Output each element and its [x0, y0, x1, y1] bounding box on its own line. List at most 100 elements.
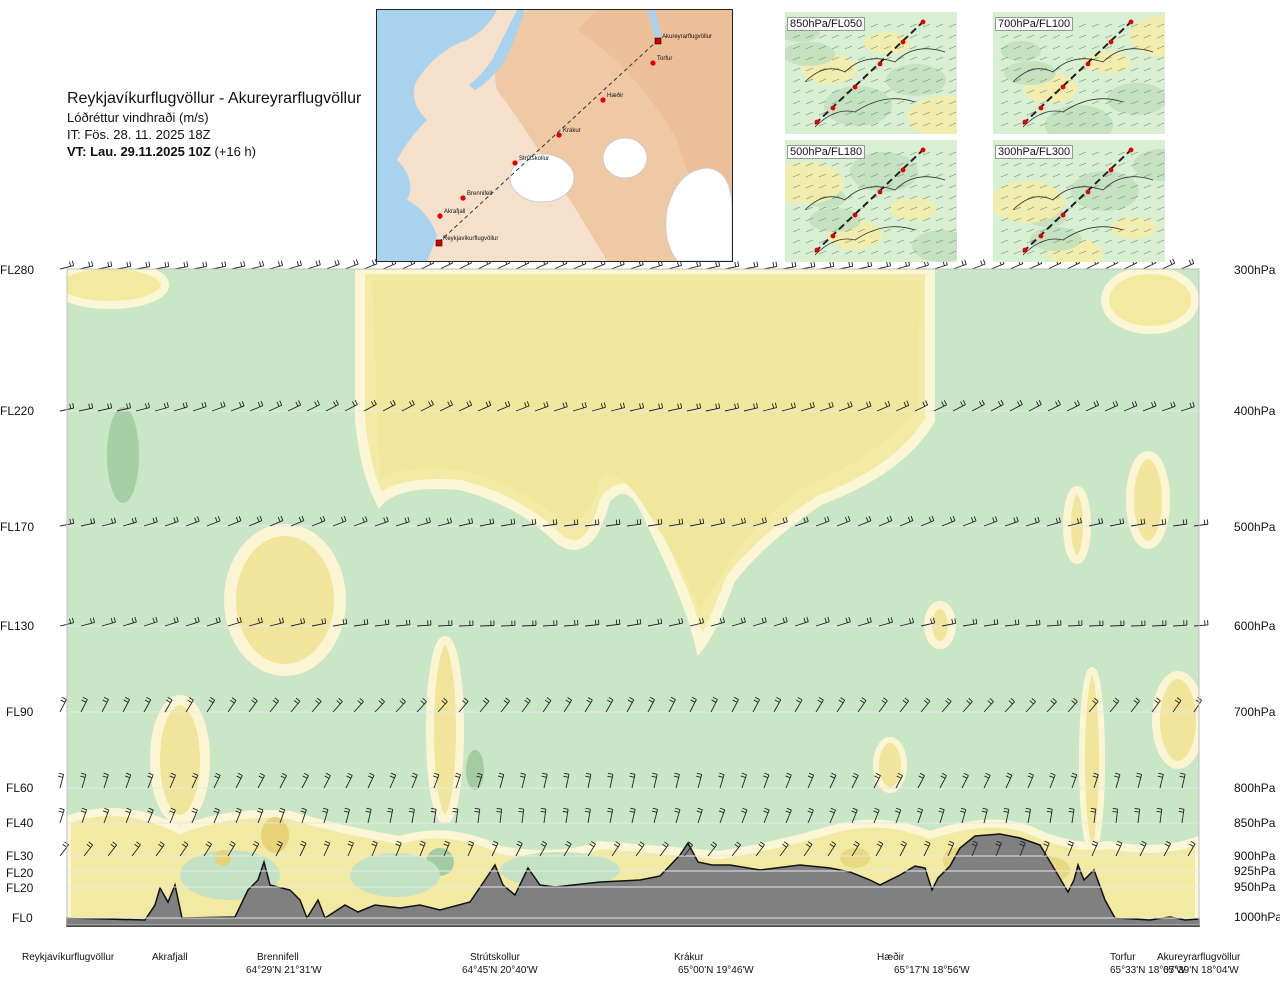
- inset-label: 500hPa/FL180: [787, 145, 866, 159]
- wind-barb: [1151, 620, 1167, 627]
- wind-barb: [718, 772, 725, 789]
- wind-barb: [124, 772, 132, 789]
- waypoint-label: Torfur: [657, 56, 672, 62]
- wind-barb: [1109, 518, 1125, 527]
- wind-barb: [1156, 808, 1163, 824]
- wind-barb: [311, 697, 322, 713]
- terrain-profile: [66, 833, 1200, 927]
- wind-barb: [920, 617, 936, 627]
- inset-label: 700hPa/FL100: [995, 17, 1074, 31]
- wind-barb: [419, 840, 426, 857]
- wind-barb: [458, 620, 474, 627]
- wind-barb: [851, 772, 859, 789]
- waypoint-marker: [435, 239, 443, 247]
- wind-barb: [563, 519, 579, 527]
- wind-barb: [794, 616, 809, 627]
- wind-barb: [668, 696, 676, 713]
- wind-barb: [1109, 697, 1120, 713]
- wind-barb: [781, 261, 797, 270]
- wind-barb: [971, 840, 978, 857]
- wind-barb: [173, 261, 189, 270]
- wind-barb: [829, 772, 837, 789]
- wind-barb: [878, 617, 893, 627]
- wind-barb: [705, 261, 721, 270]
- wind-barb: [1088, 620, 1104, 627]
- wind-barb: [962, 618, 978, 627]
- wind-barb: [1003, 807, 1010, 824]
- wind-barb: [873, 772, 881, 789]
- wind-barb: [374, 619, 390, 627]
- wind-barb: [458, 697, 469, 713]
- station-name: Akureyrarflugvöllur: [1157, 952, 1241, 963]
- station-coord: 65°39'N 18°04'W: [1163, 965, 1239, 976]
- wind-barb: [1049, 772, 1056, 789]
- wind-barb: [374, 516, 389, 527]
- wind-barb: [1178, 807, 1185, 824]
- fl-label: FL60: [6, 781, 34, 795]
- glacier: [665, 167, 732, 261]
- wind-barb: [143, 516, 158, 527]
- wind-barb: [1163, 840, 1172, 857]
- wind-barb: [971, 399, 985, 412]
- wind-barb: [1009, 399, 1023, 412]
- waypoint-marker: [460, 195, 466, 201]
- wind-barb: [651, 772, 658, 789]
- wind-barb: [363, 399, 377, 412]
- fl-label: FL20: [6, 881, 34, 895]
- station-name: Krákur: [674, 952, 704, 963]
- wind-barb: [815, 697, 824, 713]
- wind-barb: [851, 807, 858, 824]
- inset-label: 850hPa/FL050: [787, 17, 866, 31]
- wind-barb: [857, 401, 872, 412]
- flight-level-axis: FL280 FL220 FL170 FL130 FL90 FL60 FL40 F…: [0, 263, 34, 925]
- wind-barb: [518, 808, 525, 824]
- wind-barb: [836, 697, 846, 713]
- hpa-label: 700hPa: [1234, 705, 1276, 719]
- wind-barb: [1067, 697, 1078, 713]
- wind-barb: [983, 516, 998, 527]
- wind-barb: [311, 618, 327, 627]
- wind-barb: [345, 772, 353, 789]
- wind-barb: [781, 402, 796, 412]
- wind-barb: [78, 403, 94, 412]
- wind-barb: [1004, 698, 1015, 713]
- wind-barb: [1088, 518, 1104, 527]
- valid-time-offset: (+16 h): [214, 144, 256, 159]
- wind-barb: [1047, 399, 1061, 412]
- wind-barb: [325, 259, 340, 270]
- waypoint-marker: [556, 132, 562, 138]
- wind-barb: [332, 618, 348, 627]
- wind-barb: [58, 807, 65, 824]
- wind-barb: [269, 697, 280, 713]
- wind-barb: [819, 401, 834, 412]
- wind-barb: [206, 516, 221, 527]
- variable-label: Lóðréttur vindhraði (m/s): [67, 110, 209, 125]
- wind-barb: [607, 772, 614, 789]
- wind-barb: [1114, 772, 1121, 789]
- wind-barb: [521, 697, 531, 713]
- wind-barb: [408, 807, 415, 824]
- wind-barb: [185, 516, 200, 527]
- wind-barb: [899, 617, 915, 627]
- wind-barb: [500, 697, 511, 713]
- wind-barb: [731, 696, 739, 713]
- wind-barb: [785, 772, 792, 789]
- pressure-level-lines: [67, 268, 1199, 919]
- wind-barb: [983, 772, 991, 789]
- wind-barb: [59, 260, 75, 270]
- wind-barb: [916, 807, 923, 824]
- wind-barb: [1028, 399, 1042, 412]
- wind-barb: [164, 516, 179, 527]
- wind-barb: [173, 402, 188, 412]
- wind-barb: [983, 697, 994, 713]
- fl-label: FL30: [6, 849, 34, 863]
- wind-barb: [268, 400, 283, 412]
- wind-barb: [191, 772, 199, 789]
- wind-barb: [169, 772, 176, 789]
- wind-barb: [553, 401, 568, 412]
- updraft-patch: [1063, 486, 1091, 564]
- downdraft-low-patch: [350, 853, 440, 897]
- wind-barb: [563, 772, 570, 789]
- station-name: Akrafjall: [152, 952, 188, 963]
- wind-barb: [584, 619, 600, 627]
